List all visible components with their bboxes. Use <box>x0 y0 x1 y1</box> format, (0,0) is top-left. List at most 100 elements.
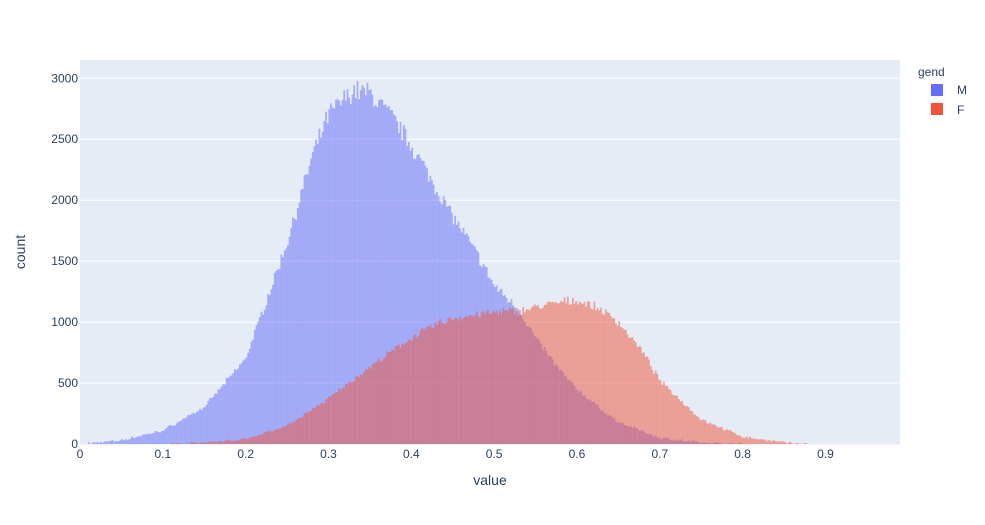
y-tick-label: 500 <box>58 376 78 390</box>
histogram-bar <box>230 440 233 445</box>
histogram-bar <box>394 345 397 445</box>
histogram-bar <box>424 328 427 445</box>
histogram-bar <box>325 399 327 445</box>
histogram-bar <box>392 350 395 445</box>
histogram-bar <box>172 442 175 445</box>
histogram-bar <box>470 315 473 445</box>
histogram-bar <box>457 320 460 445</box>
histogram-bar <box>101 443 104 445</box>
histogram-bar <box>353 381 356 445</box>
histogram-bar <box>169 424 172 445</box>
histogram-bar <box>724 430 727 445</box>
histogram-bar <box>679 401 682 445</box>
histogram-bar <box>162 430 165 445</box>
histogram-bar <box>769 440 771 445</box>
histogram-bar <box>255 325 258 445</box>
histogram-bar <box>185 416 188 445</box>
histogram-bar <box>684 405 687 445</box>
histogram-bar <box>714 424 717 445</box>
histogram-bar <box>729 430 732 445</box>
histogram-bar <box>296 208 299 445</box>
histogram-bar <box>325 111 327 445</box>
histogram-bar <box>255 436 258 445</box>
histogram-bar <box>258 434 261 445</box>
histogram-bar <box>386 351 389 445</box>
histogram-bar <box>291 422 294 445</box>
histogram-bar <box>651 369 654 445</box>
legend-item-m[interactable]: M <box>931 83 967 97</box>
histogram-bar <box>732 432 735 445</box>
histogram-bar <box>749 436 752 445</box>
histogram-bar <box>401 343 404 445</box>
histogram-bar <box>716 426 718 445</box>
histogram-bar <box>106 441 109 445</box>
histogram-bar <box>359 374 362 445</box>
histogram-bar <box>656 373 659 445</box>
histogram-bar <box>293 421 296 445</box>
histogram-bar <box>288 236 291 445</box>
histogram-bar <box>737 435 740 445</box>
legend-swatch-f <box>931 103 943 115</box>
histogram-bar <box>406 342 409 445</box>
legend: gend M F <box>918 65 967 117</box>
histogram-bar <box>537 304 539 445</box>
histogram-bar <box>730 431 733 445</box>
histogram-bar <box>391 349 394 445</box>
x-tick-label: 0.8 <box>734 447 751 461</box>
histogram-bar <box>421 327 424 445</box>
histogram-bar <box>151 433 153 445</box>
histogram-bar <box>669 390 672 445</box>
histogram-bar <box>629 337 632 445</box>
histogram-bar <box>316 143 319 445</box>
histogram-bar <box>339 390 342 445</box>
histogram-bar <box>290 227 293 445</box>
histogram-bar <box>330 396 332 445</box>
histogram-bar <box>298 202 301 445</box>
histogram-bar <box>217 389 220 445</box>
histogram-bar <box>260 434 263 445</box>
histogram-bar <box>99 441 102 445</box>
histogram-bar <box>626 334 629 445</box>
histogram-bar <box>346 384 349 445</box>
histogram-bar <box>633 340 636 445</box>
histogram-bar <box>676 395 679 445</box>
histogram-bar <box>290 423 293 445</box>
histogram-bar <box>326 123 329 445</box>
histogram-bar <box>124 439 127 445</box>
histogram-bar <box>156 431 158 445</box>
histogram-bar <box>720 427 723 445</box>
x-tick-label: 0.5 <box>486 447 503 461</box>
histogram-bar <box>225 439 228 445</box>
histogram-bar <box>349 382 352 445</box>
histogram-bar <box>243 359 246 445</box>
histogram-bar <box>510 308 513 445</box>
histogram-bar <box>527 309 530 445</box>
histogram-bar <box>712 424 715 445</box>
histogram-bar <box>701 419 703 445</box>
legend-item-f[interactable]: F <box>931 103 964 117</box>
histogram-bar <box>692 414 695 445</box>
histogram-bar <box>573 303 576 445</box>
histogram-bar <box>187 414 190 445</box>
histogram-bar <box>542 307 544 445</box>
histogram-bar <box>545 304 548 445</box>
histogram-bar <box>452 319 455 445</box>
histogram-bar <box>368 366 370 445</box>
histogram-bar <box>321 131 324 445</box>
histogram-bar <box>503 310 506 445</box>
histogram-bar <box>205 442 208 445</box>
histogram-bar <box>122 440 125 445</box>
histogram-bar <box>98 442 100 445</box>
histogram-bar <box>166 427 168 445</box>
y-tick-label: 2500 <box>51 132 78 146</box>
histogram-bar <box>144 434 147 445</box>
histogram-bar <box>460 319 463 445</box>
histogram-bar <box>482 310 485 445</box>
histogram-bar <box>103 441 105 445</box>
histogram-bar <box>664 385 667 445</box>
histogram-bar <box>109 441 112 445</box>
histogram-bar <box>315 406 317 445</box>
histogram-bar <box>767 439 770 445</box>
histogram-bar <box>566 296 569 445</box>
